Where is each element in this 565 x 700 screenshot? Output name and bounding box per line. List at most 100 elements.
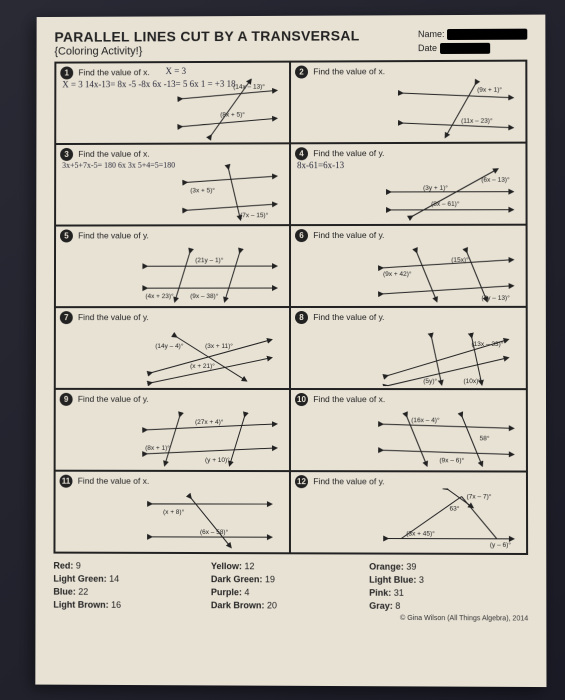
cell-prompt: Find the value of y. (78, 394, 149, 404)
legend-key: Light Brown: (53, 600, 108, 610)
legend-val: 14 (109, 574, 119, 584)
worksheet-subtitle: {Coloring Activity!} (54, 44, 359, 57)
diagram-10: (16x – 4)° 58° (9x – 6)° (371, 410, 522, 468)
legend-val: 19 (265, 574, 275, 584)
cell-number: 8 (295, 311, 308, 324)
cell-number: 9 (60, 393, 73, 406)
angle-label: (7x – 7)° (467, 492, 492, 500)
cell-number: 10 (295, 393, 308, 406)
legend-key: Blue: (53, 587, 75, 597)
legend-key: Dark Brown: (211, 600, 265, 610)
cell-prompt: Find the value of x. (78, 67, 149, 77)
legend-key: Pink: (369, 588, 391, 598)
cell-5: 5 Find the value of y. (21y – 1)° (4x + … (55, 225, 290, 307)
copyright: © Gina Wilson (All Things Algebra), 2014 (53, 614, 528, 623)
angle-label: (21y – 1)° (195, 256, 224, 264)
legend-val: 12 (244, 561, 254, 571)
legend-col-2: Yellow: 12 Dark Green: 19 Purple: 4 Dark… (211, 560, 369, 613)
cell-prompt: Find the value of y. (313, 476, 384, 486)
angle-label: (15x)° (451, 256, 469, 264)
cell-number: 1 (60, 66, 73, 79)
cell-11: 11 Find the value of x. (x + 8)° (6x – 5… (54, 471, 290, 554)
cell-number: 7 (60, 311, 73, 324)
cell-prompt: Find the value of y. (78, 230, 149, 240)
angle-label: (11x – 23)° (461, 117, 493, 125)
angle-label: (y + 10)° (205, 456, 230, 464)
diagram-1: (14x – 13)° (8x + 5)° (175, 79, 285, 141)
angle-label: (8x + 1)° (145, 444, 170, 452)
handwriting-ans: X = 3 (166, 66, 186, 76)
legend-val: 8 (395, 601, 400, 611)
legend-key: Orange: (369, 562, 404, 572)
diagram-11: (x + 8)° (6x – 58)° (135, 492, 285, 550)
cell-prompt: Find the value of x. (313, 66, 385, 76)
handwriting: 3x+5+7x-5= 180 6x 3x 5+4=5=180 (62, 161, 175, 171)
angle-label: (5y)° (423, 377, 437, 385)
diagram-5: (21y – 1)° (4x + 23)° (9x – 38)° (135, 246, 285, 304)
cell-3: 3 Find the value of x. 3x+5+7x-5= 180 6x… (55, 143, 290, 225)
angle-label: (3y + 1)° (423, 184, 448, 192)
cell-7: 7 Find the value of y. (14y – 4)° (3x + … (55, 307, 290, 389)
angle-label: (8x – 61)° (431, 200, 460, 208)
legend-val: 3 (419, 575, 424, 585)
legend-key: Yellow: (211, 561, 242, 571)
angle-label: (9x + 42)° (383, 270, 412, 278)
legend-val: 31 (394, 588, 404, 598)
date-redaction (440, 43, 490, 54)
header: PARALLEL LINES CUT BY A TRANSVERSAL {Col… (54, 27, 527, 58)
cell-4: 4 Find the value of y. 8x-61=6x-13 (3y +… (290, 143, 527, 226)
cell-prompt: Find the value of x. (78, 476, 150, 486)
legend-val: 22 (78, 587, 88, 597)
cell-10: 10 Find the value of x. (16x – 4)° 58° (… (290, 389, 527, 472)
angle-label: (y – 6)° (490, 541, 512, 549)
angle-label: (27x + 4)° (195, 418, 224, 426)
angle-label: (6x – 13)° (481, 176, 510, 184)
legend-val: 20 (267, 600, 277, 610)
legend-val: 16 (111, 600, 121, 610)
name-label: Name: (418, 29, 445, 39)
cell-number: 6 (295, 229, 308, 242)
legend-key: Light Blue: (369, 575, 416, 585)
diagram-6: (9x + 42)° (15x)° (4y – 13)° (371, 246, 522, 304)
cell-prompt: Find the value of y. (313, 230, 384, 240)
cell-number: 11 (60, 475, 73, 488)
cell-prompt: Find the value of x. (78, 149, 149, 159)
angle-label: (3x + 5)° (190, 186, 215, 194)
date-label: Date (418, 43, 437, 53)
legend-key: Gray: (369, 601, 393, 611)
cell-number: 4 (295, 147, 308, 160)
legend-key: Dark Green: (211, 574, 263, 584)
cell-9: 9 Find the value of y. (27x + 4)° (8x + … (55, 389, 290, 471)
angle-label: 58° (480, 434, 490, 442)
cell-12: 12 Find the value of y. (7x – 7)° 63° (3… (290, 471, 527, 554)
angle-label: (9x – 6)° (439, 456, 464, 464)
angle-label: (9x – 38)° (190, 292, 219, 300)
name-date-block: Name: Date (418, 27, 527, 55)
diagram-4: (3y + 1)° (8x – 61)° (6x – 13)° (381, 162, 522, 222)
angle-label: (x + 21)° (190, 362, 215, 370)
cell-8: 8 Find the value of y. (13x – 33)° (5y)°… (290, 307, 527, 389)
legend-val: 4 (244, 587, 249, 597)
diagram-7: (14y – 4)° (3x + 11)° (x + 21)° (135, 328, 285, 386)
cell-number: 5 (60, 229, 73, 242)
angle-label: (3x + 45)° (406, 530, 435, 538)
diagram-8: (13x – 33)° (5y)° (10x)° (371, 328, 522, 386)
cell-prompt: Find the value of y. (313, 148, 384, 158)
color-legend: Red: 9 Light Green: 14 Blue: 22 Light Br… (53, 560, 528, 614)
angle-label: 63° (449, 505, 459, 513)
cell-1: 1 Find the value of x. X = 3 14x-13= 8x … (55, 62, 290, 144)
problem-grid: 1 Find the value of x. X = 3 14x-13= 8x … (53, 60, 528, 555)
angle-label: (x + 8)° (163, 508, 185, 516)
cell-number: 12 (295, 475, 308, 488)
legend-key: Light Green: (53, 574, 106, 584)
angle-label: (4x + 23)° (145, 292, 174, 300)
angle-label: (4y – 13)° (481, 294, 510, 302)
cell-prompt: Find the value of y. (313, 312, 384, 322)
legend-key: Purple: (211, 587, 242, 597)
angle-label: (6x – 58)° (200, 528, 229, 536)
legend-val: 9 (76, 561, 81, 571)
cell-number: 3 (60, 148, 73, 161)
angle-label: (14y – 4)° (155, 342, 184, 350)
worksheet-paper: PARALLEL LINES CUT BY A TRANSVERSAL {Col… (35, 15, 546, 687)
angle-label: (10x)° (463, 377, 481, 385)
